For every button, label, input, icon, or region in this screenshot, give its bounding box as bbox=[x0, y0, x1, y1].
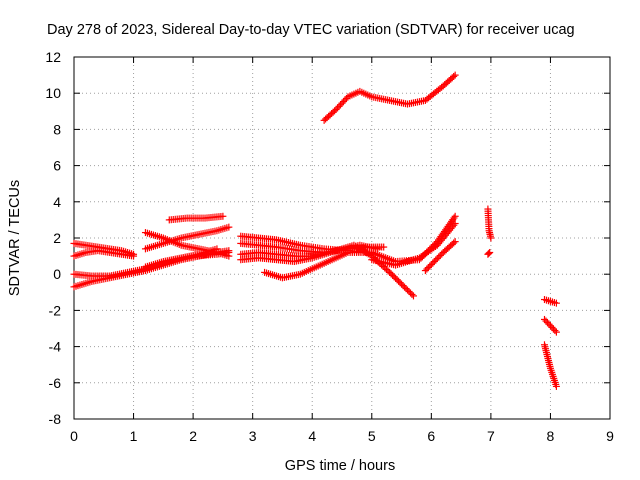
series-track-19 bbox=[540, 296, 560, 307]
x-tick-label: 9 bbox=[606, 428, 614, 444]
series-track-2 bbox=[70, 247, 138, 260]
y-tick-label: 0 bbox=[53, 266, 61, 282]
y-tick-label: -2 bbox=[49, 302, 62, 318]
series-track-8 bbox=[141, 245, 221, 271]
x-tick-label: 2 bbox=[189, 428, 197, 444]
series-track-17 bbox=[484, 205, 495, 242]
series-track-13 bbox=[261, 212, 459, 282]
series-track-20 bbox=[540, 315, 560, 336]
x-tick-label: 1 bbox=[130, 428, 138, 444]
series-track-16 bbox=[320, 71, 459, 124]
x-tick-label: 6 bbox=[427, 428, 435, 444]
y-tick-label: -6 bbox=[49, 375, 62, 391]
y-tick-label: -4 bbox=[49, 339, 62, 355]
data-marks bbox=[70, 71, 560, 390]
series-track-21 bbox=[540, 341, 560, 390]
y-tick-label: 8 bbox=[53, 121, 61, 137]
series-track-7 bbox=[165, 212, 227, 224]
x-tick-label: 5 bbox=[368, 428, 376, 444]
series-track-14 bbox=[368, 220, 459, 269]
series-track-12 bbox=[237, 241, 417, 300]
x-tick-label: 0 bbox=[70, 428, 78, 444]
series-track-6 bbox=[141, 223, 233, 253]
y-axis-label: SDTVAR / TECUs bbox=[7, 180, 23, 296]
y-tick-label: 4 bbox=[53, 194, 61, 210]
x-tick-label: 7 bbox=[487, 428, 495, 444]
y-tick-label: 12 bbox=[45, 49, 61, 65]
x-axis-label: GPS time / hours bbox=[285, 458, 395, 474]
series-track-15 bbox=[421, 238, 459, 275]
series-track-18 bbox=[484, 248, 494, 258]
chart-title: Day 278 of 2023, Sidereal Day-to-day VTE… bbox=[47, 22, 575, 38]
y-tick-label: -8 bbox=[49, 411, 62, 427]
x-tick-label: 4 bbox=[308, 428, 316, 444]
x-tick-label: 8 bbox=[547, 428, 555, 444]
y-tick-label: 2 bbox=[53, 230, 61, 246]
y-tick-label: 6 bbox=[53, 158, 61, 174]
y-tick-label: 10 bbox=[45, 85, 61, 101]
x-tick-label: 3 bbox=[249, 428, 257, 444]
